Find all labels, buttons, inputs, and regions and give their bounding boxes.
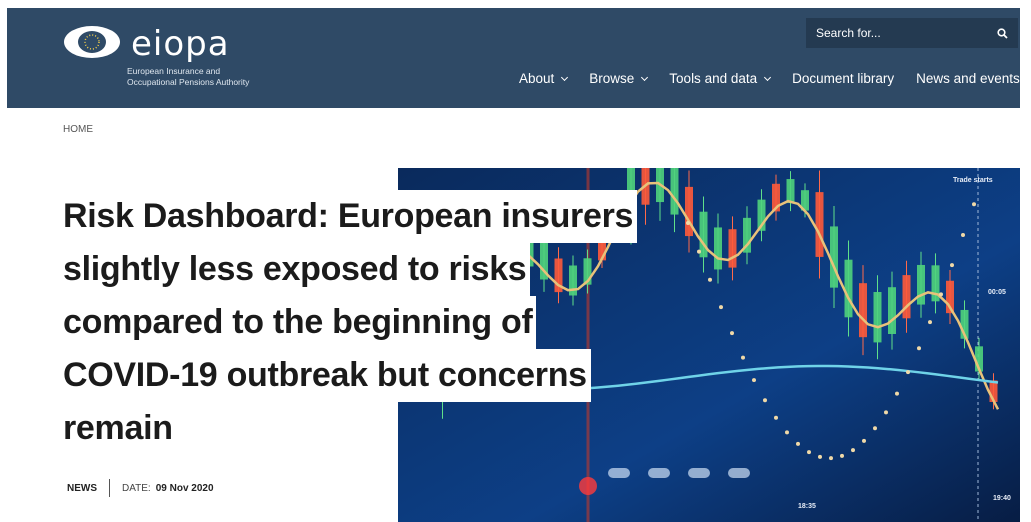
title-line: Risk Dashboard: European insurers [63, 190, 637, 243]
search-box[interactable]: Search for... [806, 18, 1018, 48]
deco-candle [787, 179, 795, 203]
deco-dot [961, 233, 965, 237]
deco-candle [917, 265, 925, 305]
title-line: remain [63, 402, 177, 455]
nav-item[interactable]: Tools and data [669, 71, 770, 86]
deco-dot [829, 456, 833, 460]
nav-item[interactable]: About [519, 71, 567, 86]
deco-candle [903, 275, 911, 318]
title-line: COVID-19 outbreak but concerns [63, 349, 591, 402]
title-line: slightly less exposed to risks [63, 243, 530, 296]
deco-candle [888, 287, 896, 334]
deco-dot [763, 398, 767, 402]
deco-dot [917, 346, 921, 350]
title-line: compared to the beginning of [63, 296, 536, 349]
nav-item[interactable]: News and events [916, 71, 1020, 86]
deco-candle [685, 187, 693, 236]
deco-candle [859, 283, 867, 337]
deco-dot [752, 378, 756, 382]
deco-candle [700, 212, 708, 258]
article-title: Risk Dashboard: European insurers slight… [63, 190, 637, 455]
article-date: 09 Nov 2020 [156, 483, 214, 494]
deco-dot [741, 356, 745, 360]
deco-dot [730, 331, 734, 335]
org-name: European Insurance and Occupational Pens… [127, 66, 249, 88]
deco-candle [830, 226, 838, 287]
deco-dot [906, 370, 910, 374]
deco-blur [608, 468, 630, 478]
deco-dot [950, 263, 954, 267]
deco-dot [939, 292, 943, 296]
deco-dot [928, 320, 932, 324]
deco-blur [728, 468, 750, 478]
search-icon[interactable] [997, 28, 1008, 39]
org-name-line: Occupational Pensions Authority [127, 77, 249, 88]
deco-dot [851, 448, 855, 452]
hero-label: 19:40 [993, 495, 1011, 502]
page-body: eiopa European Insurance and Occupationa… [0, 0, 1031, 522]
site-header: eiopa European Insurance and Occupationa… [7, 8, 1020, 108]
hero-label: 00:05 [988, 289, 1006, 296]
deco-dot [873, 426, 877, 430]
deco-dot [708, 278, 712, 282]
meta-separator [109, 479, 110, 497]
main-nav: About Browse Tools and data Document lib… [519, 71, 1020, 86]
deco-candle [729, 229, 737, 267]
deco-candle [816, 192, 824, 257]
logo-text[interactable]: eiopa [131, 24, 230, 64]
deco-candle [845, 260, 853, 318]
date-label: DATE: [122, 483, 151, 494]
hero-label: 18:35 [798, 503, 816, 510]
hero-label: Trade starts [953, 177, 993, 184]
article-meta: NEWS DATE: 09 Nov 2020 [67, 479, 214, 497]
page: {"header": {"logo": "eiopa", "org_name":… [0, 0, 1031, 522]
deco-dot [818, 455, 822, 459]
deco-blur [688, 468, 710, 478]
org-name-line: European Insurance and [127, 66, 249, 77]
deco-dot [840, 454, 844, 458]
deco-dot [862, 439, 866, 443]
deco-dot [697, 250, 701, 254]
deco-dot [785, 430, 789, 434]
deco-candle [671, 168, 679, 215]
deco-candle [874, 292, 882, 342]
deco-dot [686, 221, 690, 225]
nav-item[interactable]: Browse [589, 71, 647, 86]
breadcrumb[interactable]: HOME [63, 124, 93, 135]
deco-dot [774, 416, 778, 420]
deco-dot [807, 450, 811, 454]
deco-candle [714, 227, 722, 269]
deco-dot [796, 442, 800, 446]
logo-mark[interactable] [62, 22, 132, 62]
deco-dot [719, 305, 723, 309]
search-placeholder: Search for... [816, 26, 881, 40]
nav-item[interactable]: Document library [792, 71, 894, 86]
deco-glow [579, 477, 597, 495]
logo-inner [78, 31, 106, 53]
deco-blur [648, 468, 670, 478]
deco-dot [884, 410, 888, 414]
article-type[interactable]: NEWS [67, 483, 97, 494]
deco-dot [972, 202, 976, 206]
deco-dot [895, 392, 899, 396]
